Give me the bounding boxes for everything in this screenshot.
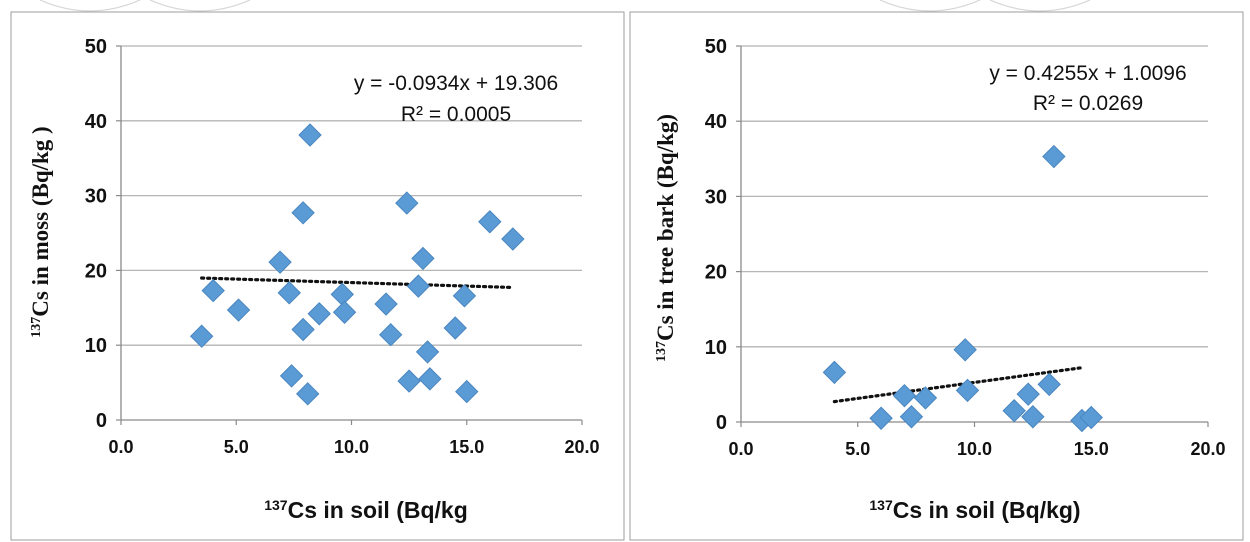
data-point: [291, 201, 315, 225]
data-point: [226, 298, 251, 322]
x-tick-label: 5.0: [224, 437, 249, 457]
data-point: [189, 324, 214, 348]
data-point: [1016, 382, 1040, 406]
data-point: [415, 340, 440, 364]
y-tick-label: 20: [85, 260, 107, 282]
axes: [736, 45, 1209, 427]
data-point: [822, 360, 847, 385]
equation-label: y = -0.0934x + 19.306: [354, 72, 558, 95]
data-point: [501, 227, 525, 251]
y-axis-title-text: Cs in moss (Bq/kg ): [28, 126, 53, 316]
y-tick-label: 10: [705, 337, 727, 359]
y-tick-label: 30: [705, 186, 727, 208]
y-tick-label: 50: [85, 36, 107, 58]
data-point: [374, 292, 398, 316]
x-tick-label: 15.0: [449, 437, 484, 457]
data-point: [869, 406, 893, 430]
data-point: [1037, 372, 1061, 397]
x-tick-label: 15.0: [1074, 439, 1109, 459]
r-squared-label: R² = 0.0005: [401, 103, 511, 126]
data-point: [953, 338, 977, 362]
data-point: [295, 382, 320, 406]
data-point: [1021, 405, 1045, 429]
y-axis-title: 137Cs in tree bark (Bq/kg): [653, 114, 678, 362]
data-point: [268, 250, 292, 274]
data-point: [455, 379, 479, 404]
trendline: [832, 366, 1084, 404]
data-point: [201, 278, 225, 303]
y-axis-title: 137Cs in moss (Bq/kg ): [28, 126, 53, 337]
y-tick-label: 40: [705, 111, 727, 133]
data-point: [411, 246, 435, 271]
r-squared-label: R² = 0.0269: [1033, 92, 1143, 115]
data-point: [478, 210, 502, 234]
panel-frame: [629, 11, 1244, 541]
y-tick-label: 50: [705, 36, 727, 58]
x-axis-title: 137Cs in soil (Bq/kg: [264, 497, 468, 523]
data-point: [395, 191, 419, 215]
data-point: [899, 405, 924, 429]
x-tick-label: 0.0: [728, 439, 753, 459]
x-axis-title-text: Cs in soil (Bq/kg): [893, 497, 1081, 523]
data-point: [277, 281, 301, 305]
x-tick-label: 0.0: [108, 437, 133, 457]
y-tick-label: 20: [705, 262, 727, 284]
data-point: [397, 369, 421, 393]
data-point: [892, 383, 917, 408]
trendline: [200, 276, 515, 290]
data-point: [378, 323, 403, 347]
data-point: [307, 302, 331, 326]
trendline-path: [832, 366, 1084, 404]
y-tick-label: 0: [716, 412, 727, 434]
y-tick-label: 30: [85, 186, 107, 208]
y-axis-title-text: Cs in tree bark (Bq/kg): [653, 114, 678, 341]
data-point: [279, 364, 304, 388]
trendline-path: [200, 276, 515, 290]
data-point: [291, 317, 315, 342]
x-tick-label: 10.0: [957, 439, 992, 459]
y-tick-label: 40: [85, 111, 107, 133]
y-tick-labels: 0 10 20 30 40 50: [705, 36, 727, 434]
data-point: [452, 284, 477, 308]
gridlines: [741, 45, 1208, 348]
data-point: [418, 367, 442, 391]
axes: [116, 45, 583, 425]
data-points: [189, 123, 525, 406]
x-tick-label: 5.0: [845, 439, 870, 459]
x-tick-labels: 0.0 5.0 10.0 15.0 20.0: [108, 437, 599, 457]
equation-label: y = 0.4255x + 1.0096: [989, 62, 1186, 85]
panel-frame: [10, 11, 625, 541]
data-point: [443, 316, 467, 340]
x-tick-labels: 0.0 5.0 10.0 15.0 20.0: [728, 439, 1225, 459]
x-axis-title-prefix: 137: [869, 497, 893, 513]
x-tick-label: 20.0: [564, 437, 599, 457]
data-point: [332, 300, 357, 324]
x-tick-label: 20.0: [1190, 439, 1225, 459]
chart-panel-tree-bark: 0 10 20 30 40 50 0.0 5.0 10.0 15.0 20.0 y = 0.425…: [629, 11, 1244, 541]
watermark-decoration: [39, 0, 1091, 12]
data-point: [955, 378, 980, 403]
y-axis-title-prefix: 137: [29, 317, 44, 338]
data-point: [406, 274, 431, 298]
data-points: [822, 144, 1103, 433]
chart-panel-moss: 0 10 20 30 40 50 0.0 5.0 10.0 15.0 20.0 y = -0.09…: [10, 11, 625, 541]
data-point: [913, 386, 938, 410]
data-point: [1079, 405, 1103, 430]
x-axis-title-text: Cs in soil (Bq/kg: [288, 497, 468, 523]
gridlines: [121, 45, 582, 346]
data-point: [330, 282, 354, 307]
y-tick-label: 0: [96, 410, 107, 432]
x-tick-label: 10.0: [334, 437, 369, 457]
y-axis-title-prefix: 137: [654, 341, 669, 362]
data-point: [1002, 399, 1026, 423]
data-point: [1042, 144, 1066, 169]
x-axis-title: 137Cs in soil (Bq/kg): [869, 497, 1080, 523]
y-tick-label: 10: [85, 335, 107, 357]
x-axis-title-prefix: 137: [264, 497, 288, 513]
data-point: [298, 123, 322, 147]
y-tick-labels: 0 10 20 30 40 50: [85, 36, 107, 432]
